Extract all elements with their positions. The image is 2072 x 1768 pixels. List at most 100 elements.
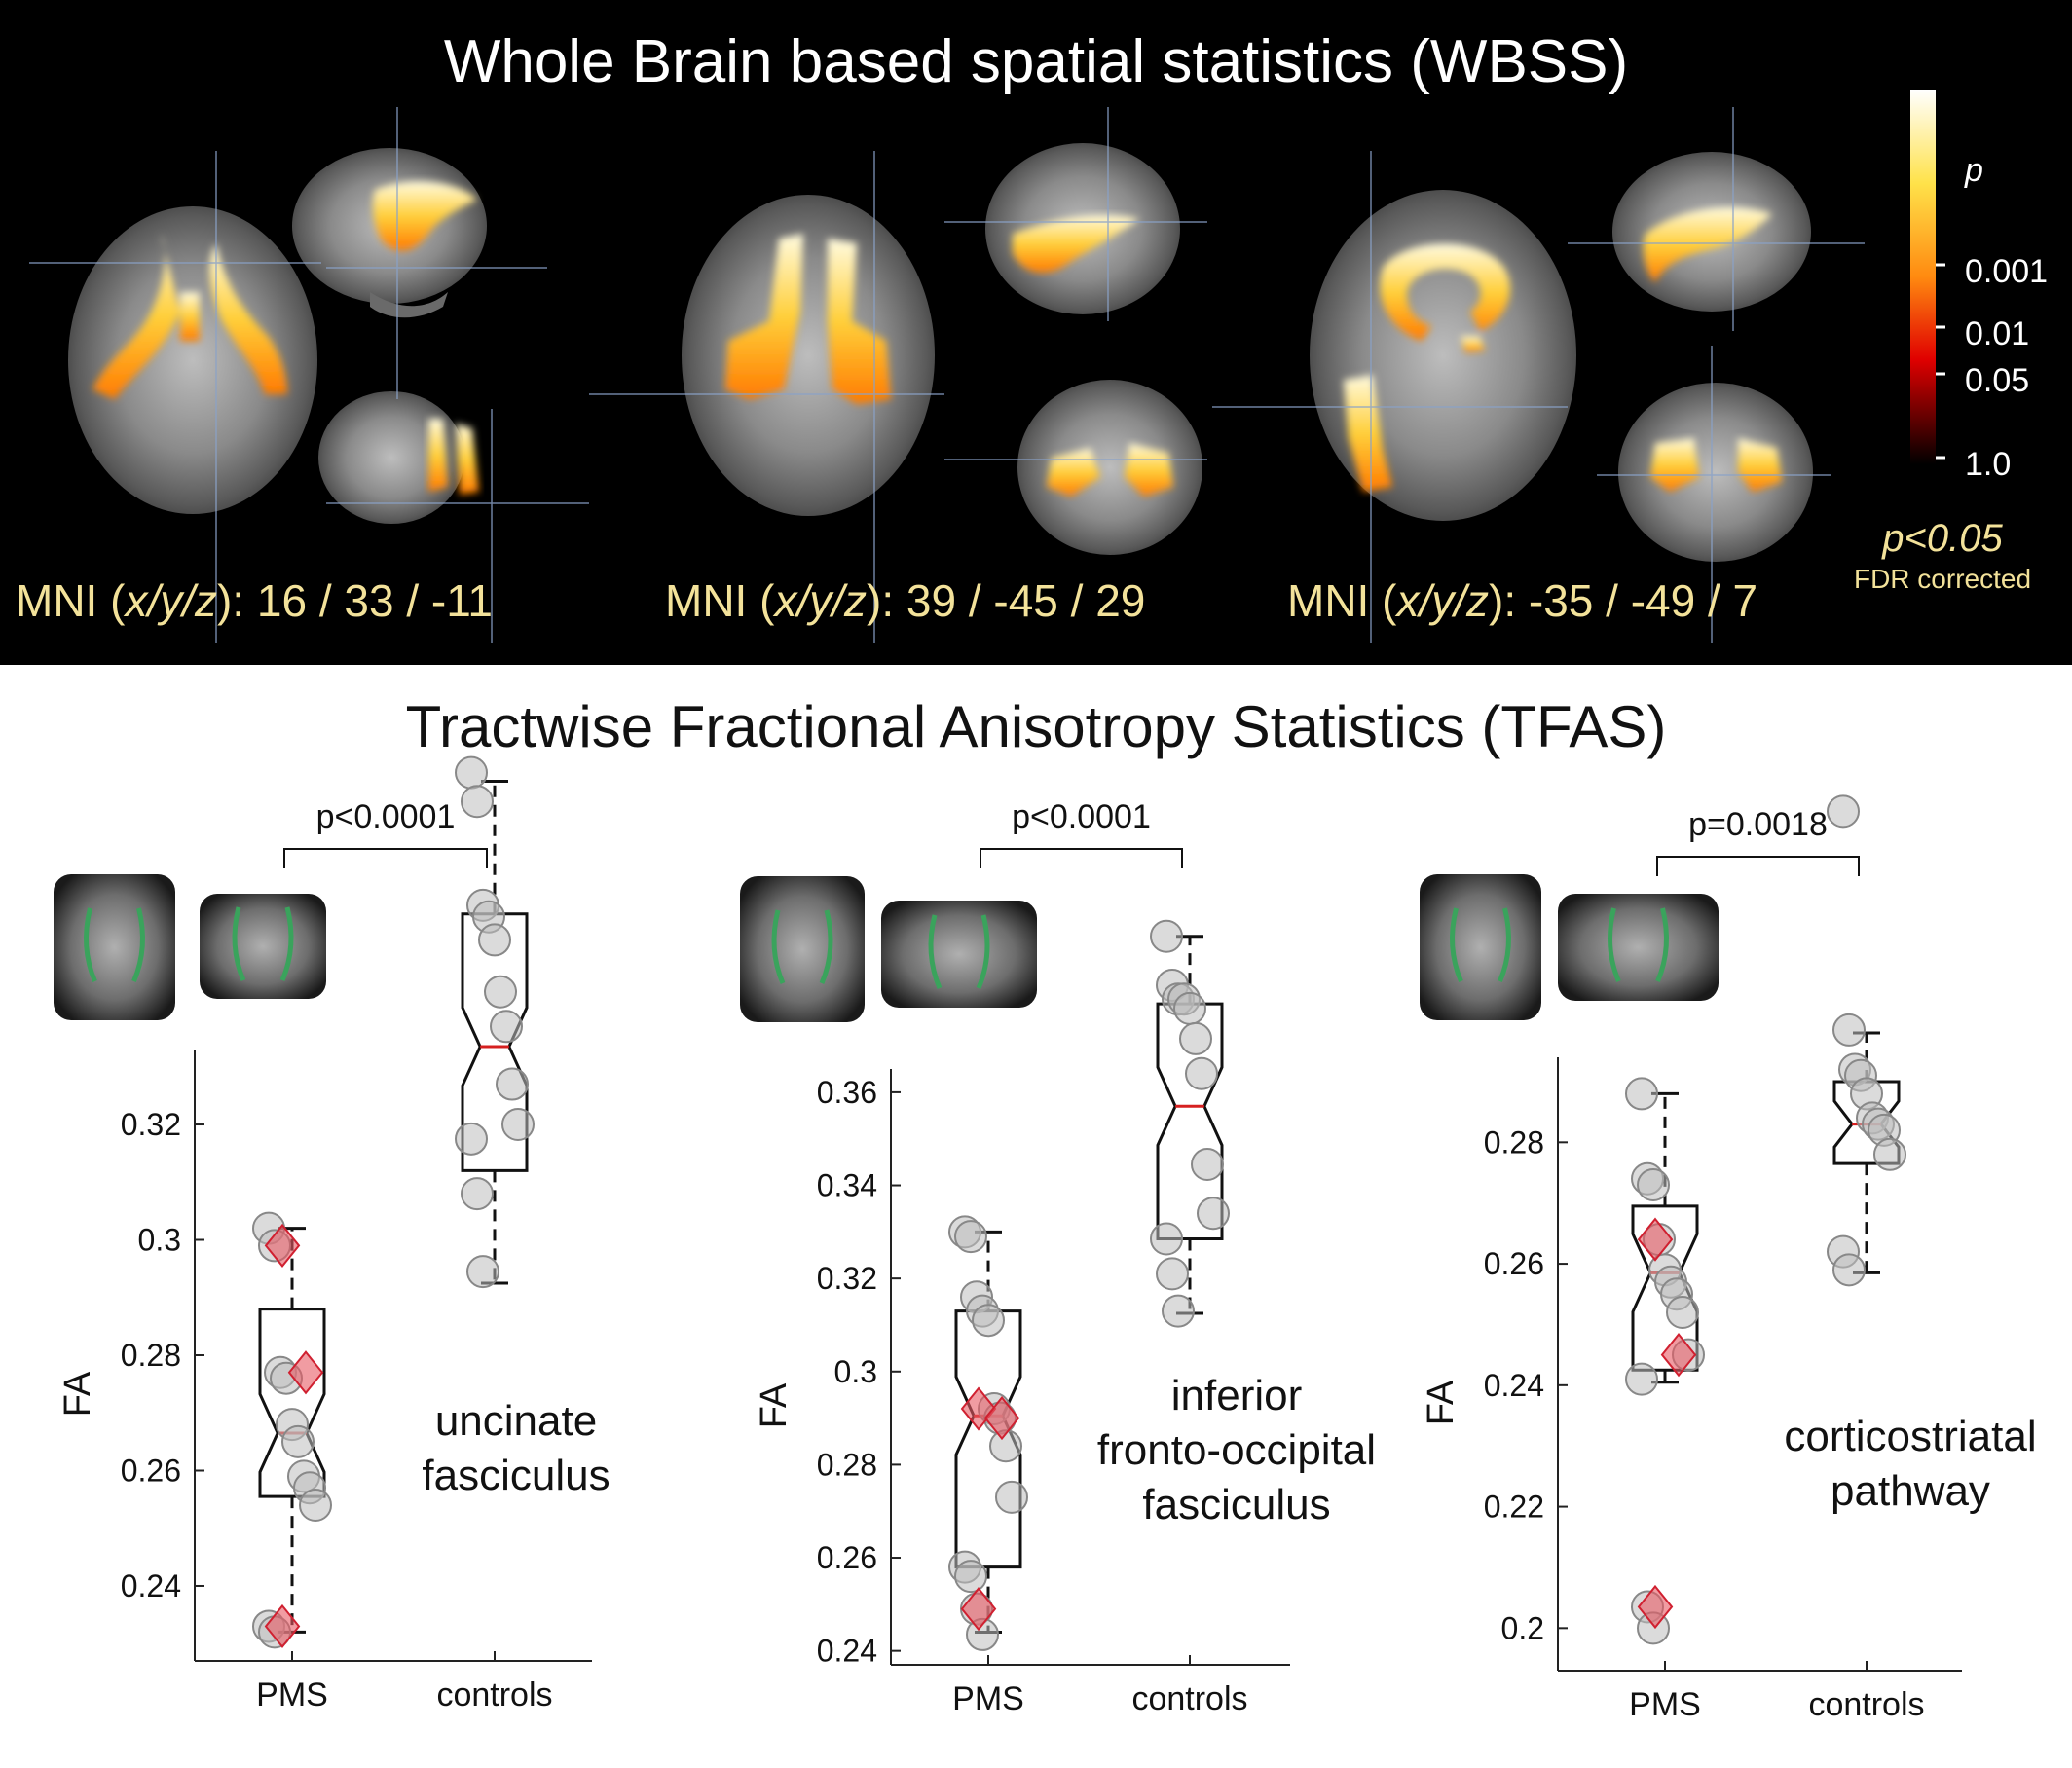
- mni-axes: x/y/z: [1396, 575, 1489, 626]
- chart-2: 0.24 0.26 0.28 0.3 0.32 0.34 0.36 PMS controls FA…: [740, 798, 1376, 1717]
- tract-label-line: inferior: [1171, 1372, 1303, 1419]
- tfas-title: Tractwise Fractional Anisotropy Statisti…: [405, 694, 1667, 759]
- tract-trace: [1608, 907, 1621, 982]
- y-tick-label: 0.24: [817, 1634, 877, 1669]
- x-tick-label: PMS: [1629, 1686, 1701, 1723]
- data-point: [1185, 1056, 1218, 1090]
- highlighted-point: [1660, 1333, 1697, 1378]
- y-tick-label: 0.28: [817, 1447, 877, 1482]
- y-tick-label: 0.28: [121, 1338, 181, 1373]
- coronal-slice-2: [1018, 380, 1202, 555]
- data-point: [1625, 1362, 1658, 1396]
- data-point: [1150, 919, 1183, 953]
- chart-1: 0.24 0.26 0.28 0.3 0.32 PMS controls FA p<0.0001…: [54, 755, 610, 1713]
- mni-value: 39 / -45 / 29: [906, 575, 1146, 626]
- data-point: [461, 785, 494, 819]
- tract-thumbnail: [200, 894, 326, 999]
- y-tick-label: 0.26: [121, 1453, 181, 1488]
- tract-thumbnail: [54, 874, 175, 1020]
- mni-label: MNI: [16, 575, 98, 626]
- tract-label-line: fasciculus: [422, 1452, 610, 1499]
- data-point: [496, 1067, 529, 1101]
- data-point: [1625, 1077, 1658, 1111]
- y-tick-label: 0.24: [121, 1568, 181, 1603]
- coronal-slice-1: [318, 391, 464, 524]
- x-tick-label: controls: [1131, 1680, 1247, 1717]
- tract-label-line: corticostriatal: [1784, 1413, 2036, 1460]
- y-axis-label: FA: [57, 1371, 98, 1417]
- data-point: [1156, 1257, 1189, 1291]
- correction-label: FDR corrected: [1854, 564, 2031, 594]
- y-tick-label: 0.22: [1484, 1490, 1544, 1525]
- data-point: [1162, 1294, 1195, 1328]
- y-tick-label: 0.3: [138, 1223, 181, 1258]
- tract-trace: [1450, 907, 1463, 982]
- y-tick-label: 0.24: [1484, 1368, 1544, 1403]
- threshold-label: p<0.05: [1881, 517, 2003, 560]
- data-point: [1832, 1013, 1866, 1047]
- tract-trace: [84, 907, 97, 982]
- data-point: [299, 1489, 332, 1523]
- colorbar-tick: 1.0: [1965, 446, 2011, 483]
- tract-label-line: uncinate: [435, 1397, 597, 1445]
- data-point: [1191, 1148, 1224, 1182]
- wbss-title: Whole Brain based spatial statistics (WB…: [443, 28, 1629, 95]
- tract-thumbnail: [1558, 894, 1719, 1001]
- coronal-slice-3: [1618, 383, 1813, 562]
- tract-thumbnail: [1420, 874, 1541, 1020]
- sagittal-activation-1: [373, 181, 477, 251]
- data-point: [501, 1108, 535, 1142]
- data-point: [455, 1122, 488, 1156]
- box-PMS: [1631, 1204, 1699, 1372]
- x-tick-label: PMS: [952, 1680, 1024, 1717]
- wbss-panel: p 0.001 0.01 0.05 1.0 p<0.05 FDR correct…: [0, 0, 2072, 665]
- colorbar: [1910, 90, 1936, 464]
- mni-axes: x/y/z: [125, 575, 217, 626]
- p-value-label: p<0.0001: [1012, 798, 1151, 835]
- significance-bracket: [283, 848, 488, 868]
- p-value-label: p<0.0001: [316, 798, 456, 835]
- data-point: [1637, 1167, 1670, 1201]
- data-point: [1173, 991, 1206, 1025]
- y-tick-label: 0.32: [817, 1261, 877, 1296]
- y-tick-label: 0.26: [817, 1540, 877, 1575]
- y-tick-label: 0.2: [1501, 1610, 1544, 1645]
- data-point: [995, 1480, 1028, 1514]
- significance-bracket: [1656, 856, 1860, 876]
- highlighted-point: [1637, 1217, 1674, 1262]
- y-tick-label: 0.3: [834, 1354, 877, 1389]
- tract-label: inferior fronto-occipital fasciculus: [1097, 1372, 1376, 1529]
- data-point: [1197, 1197, 1230, 1231]
- axial-slice-2: [682, 195, 935, 516]
- mni-value: 16 / 33 / -11: [256, 575, 493, 626]
- tract-trace: [1655, 907, 1669, 982]
- tract-label-line: pathway: [1831, 1467, 1990, 1515]
- chart-3: 0.2 0.22 0.24 0.26 0.28 PMS controls FA p=0.0018…: [1420, 794, 2037, 1723]
- wbss-brain-slices: p 0.001 0.01 0.05 1.0 p<0.05 FDR correct…: [29, 90, 2048, 643]
- data-point: [954, 1560, 987, 1594]
- data-point: [1179, 1021, 1212, 1055]
- tract-trace: [131, 907, 145, 982]
- y-tick-label: 0.26: [1484, 1246, 1544, 1281]
- highlighted-point: [287, 1350, 324, 1395]
- data-point: [281, 1424, 314, 1458]
- tract-trace: [976, 914, 990, 989]
- axial-slice-1: [68, 206, 317, 514]
- mni-value: -35 / -49 / 7: [1528, 575, 1758, 626]
- tract-label: uncinate fasciculus: [422, 1397, 610, 1499]
- data-point: [455, 755, 488, 790]
- x-tick-label: PMS: [256, 1676, 328, 1713]
- mni-coordinate-1: MNI (x/y/z): 16 / 33 / -11: [16, 575, 493, 626]
- colorbar-tick: 0.01: [1965, 315, 2029, 352]
- colorbar-tick: 0.05: [1965, 362, 2029, 399]
- tract-trace: [1498, 907, 1511, 982]
- highlighted-point: [264, 1223, 301, 1269]
- data-point: [972, 1304, 1005, 1338]
- y-axis-label: FA: [1421, 1380, 1462, 1425]
- x-tick-label: controls: [1808, 1686, 1924, 1723]
- y-axis-label: FA: [754, 1382, 795, 1428]
- sagittal-activation-3: [1644, 206, 1772, 282]
- coronal-activation-3: [1650, 438, 1782, 492]
- tract-thumbnail: [881, 901, 1037, 1008]
